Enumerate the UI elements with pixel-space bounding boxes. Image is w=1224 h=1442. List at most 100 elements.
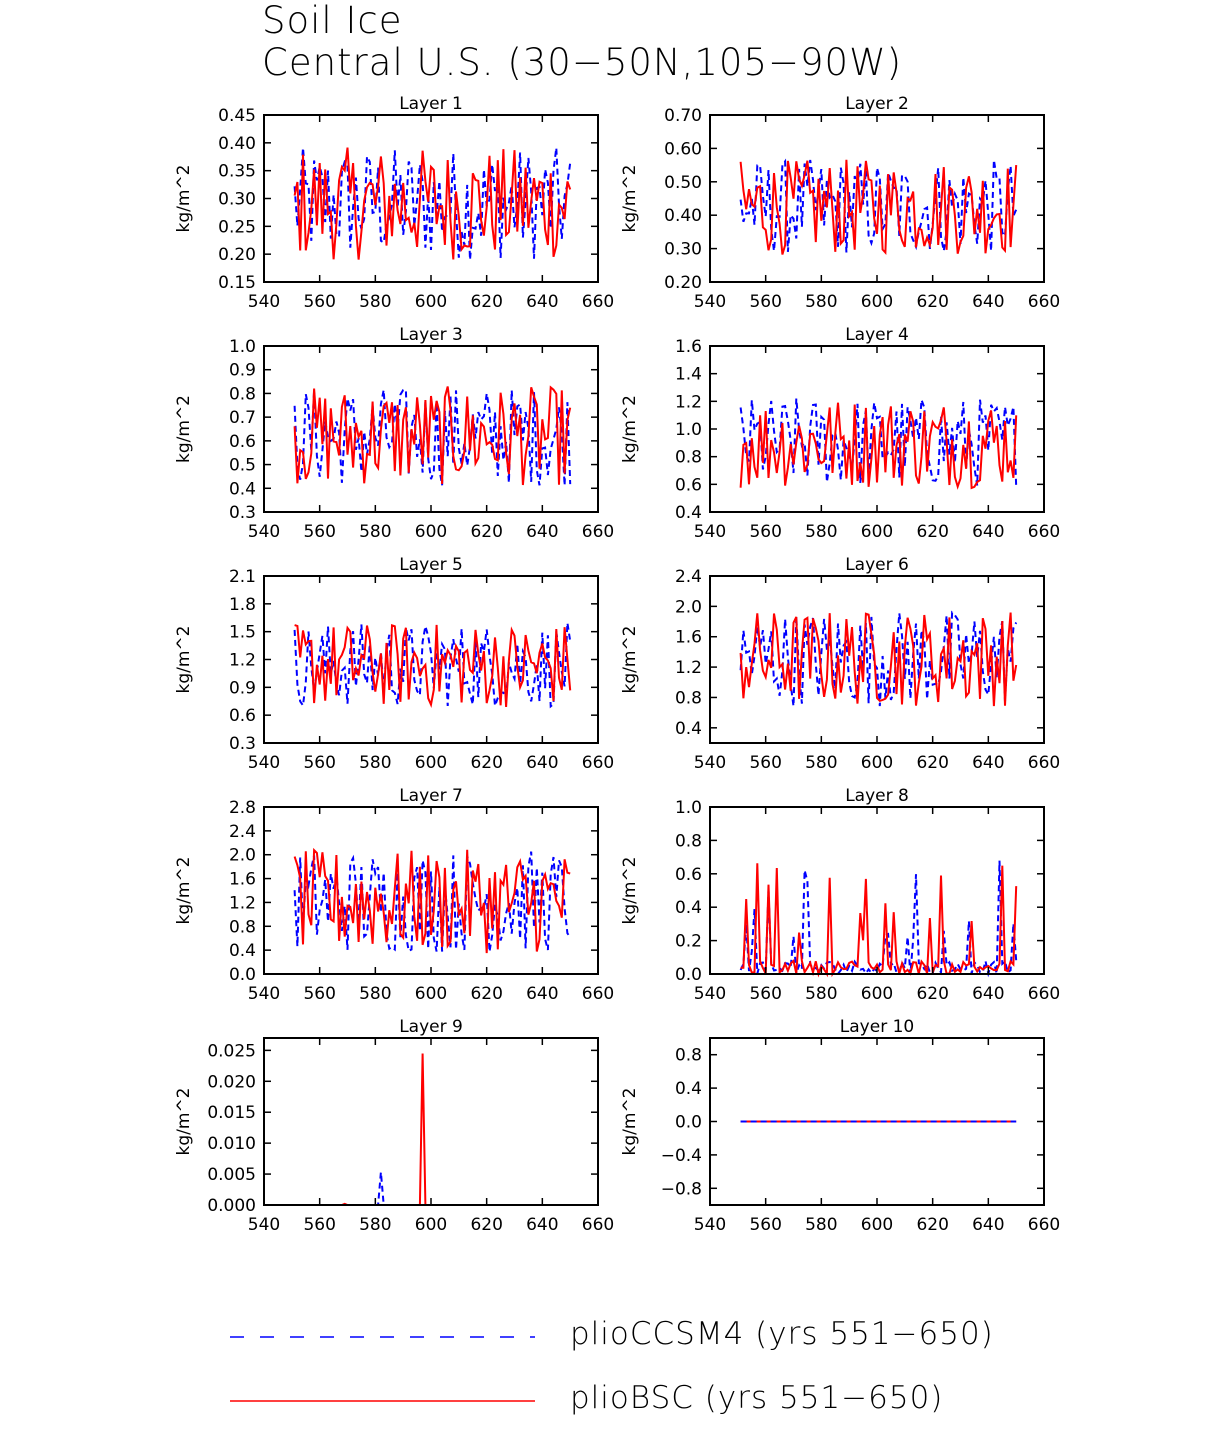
x-tick-label: 620 [916, 522, 948, 542]
x-tick-label: 660 [1028, 984, 1060, 1004]
panel-title: Layer 3 [399, 325, 463, 345]
series-plioCCSM4 [293, 388, 572, 486]
y-tick-label: 0.015 [207, 1103, 256, 1123]
y-axis-label: kg/m^2 [620, 165, 640, 233]
series-plioCCSM4 [739, 860, 1018, 978]
y-tick-label: 0.6 [675, 475, 702, 495]
y-tick-label: 0.0 [229, 965, 256, 985]
y-tick-label: 0.4 [229, 479, 256, 499]
x-tick-label: 620 [470, 522, 502, 542]
y-tick-label: 1.8 [229, 595, 256, 615]
y-tick-label: 0.6 [675, 865, 702, 885]
y-tick-label: 1.5 [229, 623, 256, 643]
x-tick-label: 580 [359, 984, 391, 1004]
x-tick-label: 540 [248, 292, 280, 312]
y-tick-label: 0.40 [664, 206, 702, 226]
y-tick-label: −0.4 [661, 1146, 702, 1166]
series-plioCCSM4 [293, 851, 572, 953]
y-tick-label: 0.60 [664, 139, 702, 159]
series-plioBSC [293, 847, 571, 954]
x-tick-label: 640 [972, 1215, 1004, 1235]
y-tick-label: 0.30 [664, 240, 702, 260]
series-plioBSC [294, 1053, 571, 1206]
y-axis-label: kg/m^2 [174, 165, 194, 233]
title-line-1: Soil Ice [262, 0, 403, 42]
x-tick-label: 640 [526, 292, 558, 312]
panel-4: Layer 4 kg/m^2 540 560 580 600 620 640 660 0.4 0.6… [620, 325, 1060, 542]
x-tick-label: 580 [359, 1215, 391, 1235]
x-tick-label: 540 [248, 984, 280, 1004]
panel-title: Layer 1 [399, 94, 463, 114]
x-tick-label: 540 [248, 753, 280, 773]
series-plioCCSM4 [739, 610, 1018, 707]
y-tick-label: 0.005 [207, 1165, 256, 1185]
panel-title: Layer 2 [845, 94, 909, 114]
x-tick-label: 660 [1028, 522, 1060, 542]
panel-3: Layer 3 kg/m^2 540 560 580 600 620 640 660 0.3 0.4… [174, 325, 614, 542]
panel-title: Layer 6 [845, 555, 909, 575]
panel-10: Layer 10 kg/m^2 540 560 580 600 620 640 660 −0.8 −… [620, 1017, 1060, 1235]
x-tick-label: 600 [861, 522, 893, 542]
x-tick-label: 600 [861, 292, 893, 312]
x-tick-label: 620 [916, 292, 948, 312]
y-tick-label: 0.6 [229, 706, 256, 726]
y-tick-label: 0.8 [675, 688, 702, 708]
x-tick-label: 620 [916, 1215, 948, 1235]
y-tick-label: 1.4 [675, 365, 702, 385]
x-tick-label: 540 [694, 292, 726, 312]
panel-6: Layer 6 kg/m^2 540 560 580 600 620 640 660 0.4 0.8… [620, 555, 1060, 773]
x-tick-label: 580 [805, 522, 837, 542]
y-tick-label: 1.2 [229, 893, 256, 913]
y-tick-label: 0.0 [675, 1113, 702, 1133]
x-tick-label: 600 [415, 1215, 447, 1235]
y-tick-label: 2.0 [229, 846, 256, 866]
y-tick-label: 0.15 [218, 273, 256, 293]
y-tick-label: 0.40 [218, 134, 256, 154]
series-plioCCSM4 [739, 158, 1018, 253]
x-tick-label: 560 [749, 292, 781, 312]
y-tick-label: 0.45 [218, 106, 256, 126]
series-plioBSC [739, 159, 1018, 255]
y-axis-label: kg/m^2 [174, 857, 194, 925]
y-tick-label: 0.8 [229, 917, 256, 937]
y-tick-label: 0.20 [664, 273, 702, 293]
series-plioBSC [739, 612, 1018, 707]
x-tick-label: 580 [359, 522, 391, 542]
y-tick-label: 0.4 [675, 503, 702, 523]
x-tick-label: 600 [415, 292, 447, 312]
y-tick-label: 0.4 [229, 941, 256, 961]
x-tick-label: 660 [1028, 1215, 1060, 1235]
x-tick-label: 540 [248, 522, 280, 542]
y-tick-label: 1.2 [675, 392, 702, 412]
y-tick-label: 0.4 [675, 1079, 702, 1099]
series-plioBSC [293, 147, 572, 260]
x-tick-label: 640 [526, 984, 558, 1004]
panel-title: Layer 7 [399, 786, 463, 806]
panel-title: Layer 8 [845, 786, 909, 806]
y-tick-label: 0.000 [207, 1196, 256, 1216]
panel-title: Layer 10 [840, 1017, 914, 1037]
plot-frame [263, 1037, 599, 1206]
y-axis-label: kg/m^2 [620, 626, 640, 694]
panel-5: Layer 5 kg/m^2 540 560 580 600 620 640 660 0.3 0.6… [174, 555, 614, 773]
x-tick-label: 560 [303, 1215, 335, 1235]
y-tick-label: 0.35 [218, 162, 256, 182]
y-tick-label: 0.8 [675, 831, 702, 851]
x-tick-label: 560 [303, 522, 335, 542]
x-tick-label: 540 [248, 1215, 280, 1235]
x-tick-label: 640 [526, 1215, 558, 1235]
y-tick-label: 0.8 [675, 1046, 702, 1066]
series-plioCCSM4 [294, 1172, 571, 1206]
x-tick-label: 640 [526, 753, 558, 773]
x-tick-label: 620 [470, 753, 502, 773]
x-tick-label: 640 [972, 522, 1004, 542]
x-tick-label: 640 [972, 984, 1004, 1004]
y-tick-label: 0.8 [229, 384, 256, 404]
x-tick-label: 600 [415, 522, 447, 542]
y-tick-label: 0.3 [229, 734, 256, 754]
y-tick-label: 2.4 [229, 822, 256, 842]
y-axis-label: kg/m^2 [174, 1088, 194, 1156]
y-tick-label: 2.4 [675, 567, 702, 587]
y-tick-label: 0.9 [229, 678, 256, 698]
y-tick-label: 0.25 [218, 217, 256, 237]
